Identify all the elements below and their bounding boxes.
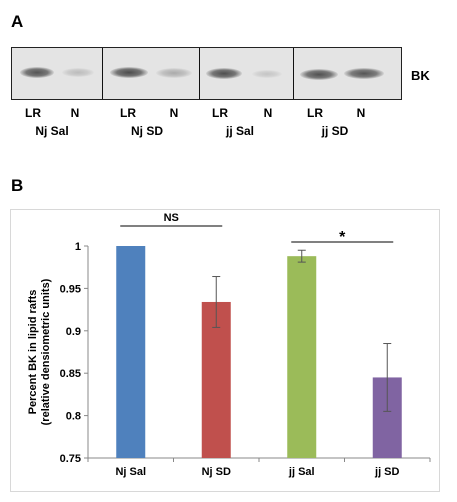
panel-b-letter: B bbox=[11, 176, 24, 195]
lane-label: LR bbox=[212, 106, 228, 120]
blot-band bbox=[110, 67, 148, 78]
lane-label: LR bbox=[307, 106, 323, 120]
bar-jj-sal bbox=[287, 256, 317, 458]
significance-label: NS bbox=[164, 212, 179, 224]
blot-band bbox=[252, 70, 282, 78]
y-tick-label: 0.95 bbox=[60, 283, 81, 295]
x-tick-label: Nj SD bbox=[202, 466, 231, 478]
blot-band bbox=[156, 68, 192, 78]
blot-band bbox=[344, 68, 384, 79]
lane-label: N bbox=[263, 106, 273, 120]
blot-divider bbox=[199, 48, 200, 99]
y-axis-title: Percent BK in lipid rafts bbox=[27, 290, 39, 415]
lane-label: N bbox=[169, 106, 179, 120]
lane-label: LR bbox=[25, 106, 41, 120]
blot-divider bbox=[102, 48, 103, 99]
blot-band bbox=[62, 68, 94, 77]
blot-divider bbox=[293, 48, 294, 99]
panel-a-letter: A bbox=[11, 12, 24, 31]
blot-band bbox=[206, 68, 242, 79]
chart-frame bbox=[10, 209, 440, 492]
bar-nj-sd bbox=[201, 301, 231, 458]
y-axis-title: (relative densiometric units) bbox=[40, 278, 52, 425]
group-label: Nj SD bbox=[130, 124, 163, 138]
significance-label: * bbox=[339, 229, 346, 246]
y-tick-label: 0.85 bbox=[60, 368, 81, 380]
group-label: jj SD bbox=[321, 124, 349, 138]
western-blot-image bbox=[11, 47, 402, 100]
y-tick-label: 1 bbox=[75, 241, 81, 253]
y-tick-label: 0.75 bbox=[60, 453, 81, 465]
group-label: Nj Sal bbox=[35, 124, 69, 138]
lane-label: N bbox=[70, 106, 80, 120]
blot-band bbox=[300, 69, 338, 80]
lane-label: LR bbox=[120, 106, 136, 120]
y-tick-label: 0.9 bbox=[66, 326, 81, 338]
x-tick-label: Nj Sal bbox=[115, 466, 146, 478]
group-label: jj Sal bbox=[225, 124, 254, 138]
bar-nj-sal bbox=[116, 246, 146, 458]
y-tick-label: 0.8 bbox=[66, 411, 81, 423]
lane-label: N bbox=[356, 106, 366, 120]
protein-label: BK bbox=[411, 68, 430, 83]
x-tick-label: jj SD bbox=[374, 466, 400, 478]
blot-band bbox=[20, 67, 54, 78]
x-tick-label: jj Sal bbox=[288, 466, 315, 478]
